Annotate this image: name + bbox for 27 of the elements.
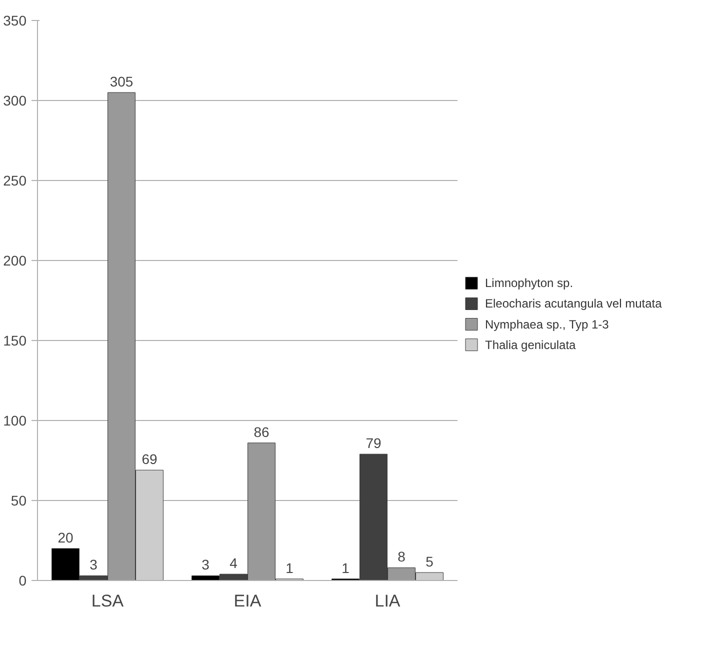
data-label: 305	[110, 74, 134, 90]
data-label: 3	[90, 556, 98, 573]
legend-label: Nymphaea sp., Typ 1-3	[485, 317, 610, 332]
y-tick-label: 100	[3, 412, 27, 428]
data-label: 86	[254, 424, 270, 440]
data-label: 1	[342, 560, 350, 576]
data-label: 20	[58, 530, 74, 546]
data-label: 5	[426, 554, 434, 570]
data-label: 1	[286, 560, 294, 576]
x-tick-label: LSA	[91, 592, 124, 610]
legend-label: Thalia geniculata	[485, 338, 576, 352]
data-label: 79	[366, 435, 382, 452]
y-tick-label: 300	[3, 92, 27, 108]
x-tick-label: LIA	[374, 592, 401, 610]
data-label: 69	[142, 451, 158, 468]
y-tick-label: 150	[3, 332, 27, 348]
y-tick-label: 350	[3, 12, 27, 28]
legend-label: Eleocharis acutangula vel mutata	[485, 296, 662, 311]
y-tick-label: 250	[3, 172, 27, 188]
data-label: 8	[398, 548, 406, 565]
legend-label: Limnophyton sp.	[485, 276, 574, 290]
data-label: 3	[202, 556, 210, 573]
y-tick-label: 200	[3, 252, 27, 268]
y-tick-label: 50	[10, 492, 27, 508]
x-tick-label: EIA	[234, 592, 262, 610]
y-tick-label: 0	[18, 572, 27, 588]
data-label: 4	[230, 555, 238, 572]
